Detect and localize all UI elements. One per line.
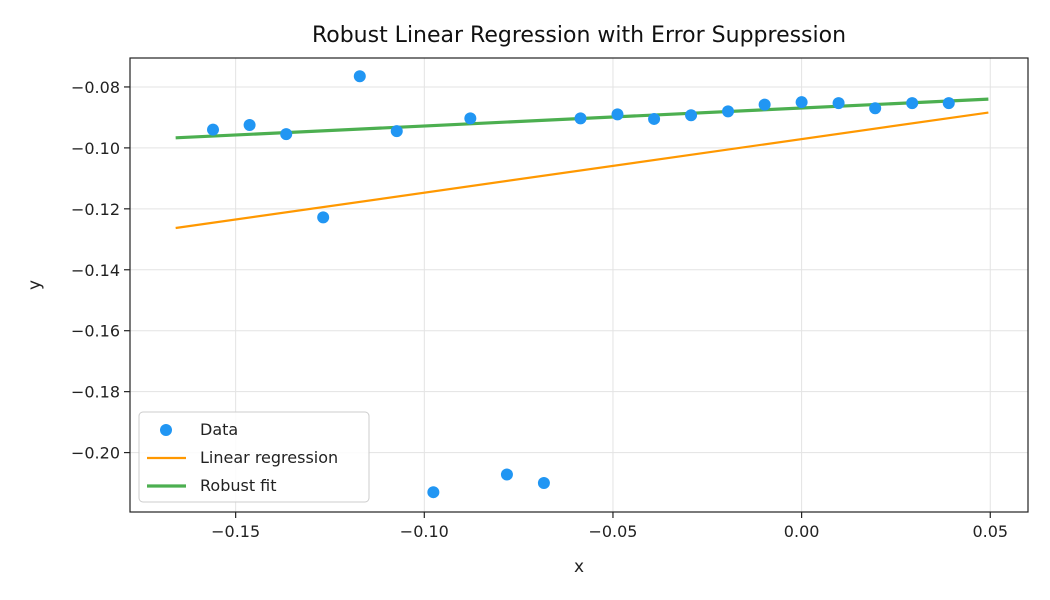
x-tick-label: −0.10 xyxy=(400,522,449,541)
x-axis-ticks: −0.15 −0.10 −0.05 0.00 0.05 xyxy=(211,512,1008,541)
data-point xyxy=(722,105,735,118)
plot-frame xyxy=(129,57,1029,513)
y-tick-label: −0.12 xyxy=(71,200,120,219)
x-tick-label: 0.00 xyxy=(784,522,820,541)
data-point xyxy=(758,98,771,111)
y-tick-label: −0.18 xyxy=(71,383,120,402)
legend-marker-data xyxy=(160,424,172,436)
legend: Data Linear regression Robust fit xyxy=(138,411,370,503)
data-point xyxy=(611,108,624,121)
data-point xyxy=(390,125,403,138)
data-point xyxy=(795,96,808,109)
data-point xyxy=(243,119,256,132)
legend-label: Data xyxy=(200,420,238,439)
data-point xyxy=(685,109,698,122)
y-tick-label: −0.10 xyxy=(71,139,120,158)
data-point xyxy=(464,112,477,125)
data-point xyxy=(832,97,845,110)
data-point xyxy=(500,468,513,481)
y-axis-ticks: −0.08 −0.10 −0.12 −0.14 −0.16 −0.18 −0.20 xyxy=(71,78,130,463)
legend-label: Linear regression xyxy=(200,448,338,467)
data-point xyxy=(280,128,293,141)
data-point xyxy=(648,112,661,125)
y-tick-label: −0.16 xyxy=(71,322,120,341)
data-points xyxy=(207,70,955,499)
y-axis-label: y xyxy=(25,280,45,290)
x-tick-label: −0.15 xyxy=(211,522,260,541)
data-point xyxy=(427,486,440,499)
y-tick-label: −0.14 xyxy=(71,261,120,280)
data-point xyxy=(869,102,882,115)
chart-title: Robust Linear Regression with Error Supp… xyxy=(312,23,846,48)
legend-label: Robust fit xyxy=(200,476,277,495)
x-tick-label: 0.05 xyxy=(972,522,1008,541)
legend-box xyxy=(138,411,370,503)
data-point xyxy=(942,97,955,110)
y-tick-label: −0.20 xyxy=(71,444,120,463)
data-point xyxy=(537,477,550,490)
data-point xyxy=(207,123,220,136)
data-point xyxy=(906,97,919,110)
linear-regression-line xyxy=(175,111,989,230)
y-tick-label: −0.08 xyxy=(71,78,120,97)
data-point xyxy=(317,211,330,224)
data-point xyxy=(353,70,366,83)
x-tick-label: −0.05 xyxy=(588,522,637,541)
data-point xyxy=(574,112,587,125)
x-axis-label: x xyxy=(574,557,584,577)
